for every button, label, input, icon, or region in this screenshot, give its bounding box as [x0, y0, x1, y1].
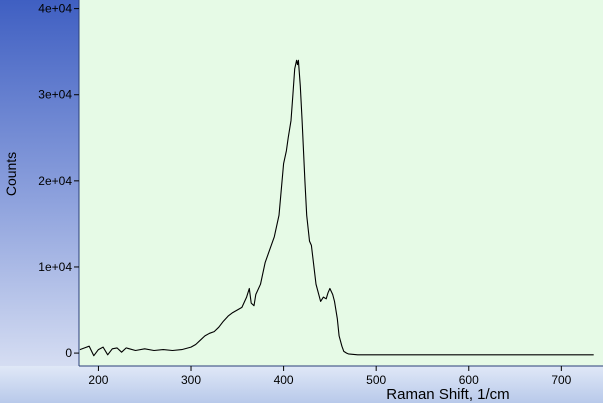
- x-axis-panel: [0, 366, 603, 403]
- y-tick-label: 1e+04: [38, 260, 72, 274]
- y-tick-label: 3e+04: [38, 88, 72, 102]
- series-layer: [79, 59, 594, 357]
- x-axis-label: Raman Shift, 1/cm: [386, 386, 509, 403]
- y-tick-label: 2e+04: [38, 174, 72, 188]
- spectrum-line: [79, 59, 594, 357]
- y-tick-label: 4e+04: [38, 2, 72, 16]
- y-axis-panel: [0, 0, 79, 366]
- y-tick-label: 0: [65, 346, 72, 360]
- x-tick-label: 400: [274, 373, 294, 387]
- x-tick-label: 700: [551, 373, 571, 387]
- x-tick-label: 600: [459, 373, 479, 387]
- plot-area: [79, 0, 603, 366]
- x-tick-label: 200: [88, 373, 108, 387]
- x-tick-label: 300: [181, 373, 201, 387]
- x-tick-label: 500: [366, 373, 386, 387]
- y-axis-label: Counts: [3, 152, 19, 196]
- y-ticks: 0 1e+04 2e+04 3e+04 4e+04: [38, 2, 79, 360]
- x-ticks: 200 300 400 500 600 700: [88, 366, 572, 387]
